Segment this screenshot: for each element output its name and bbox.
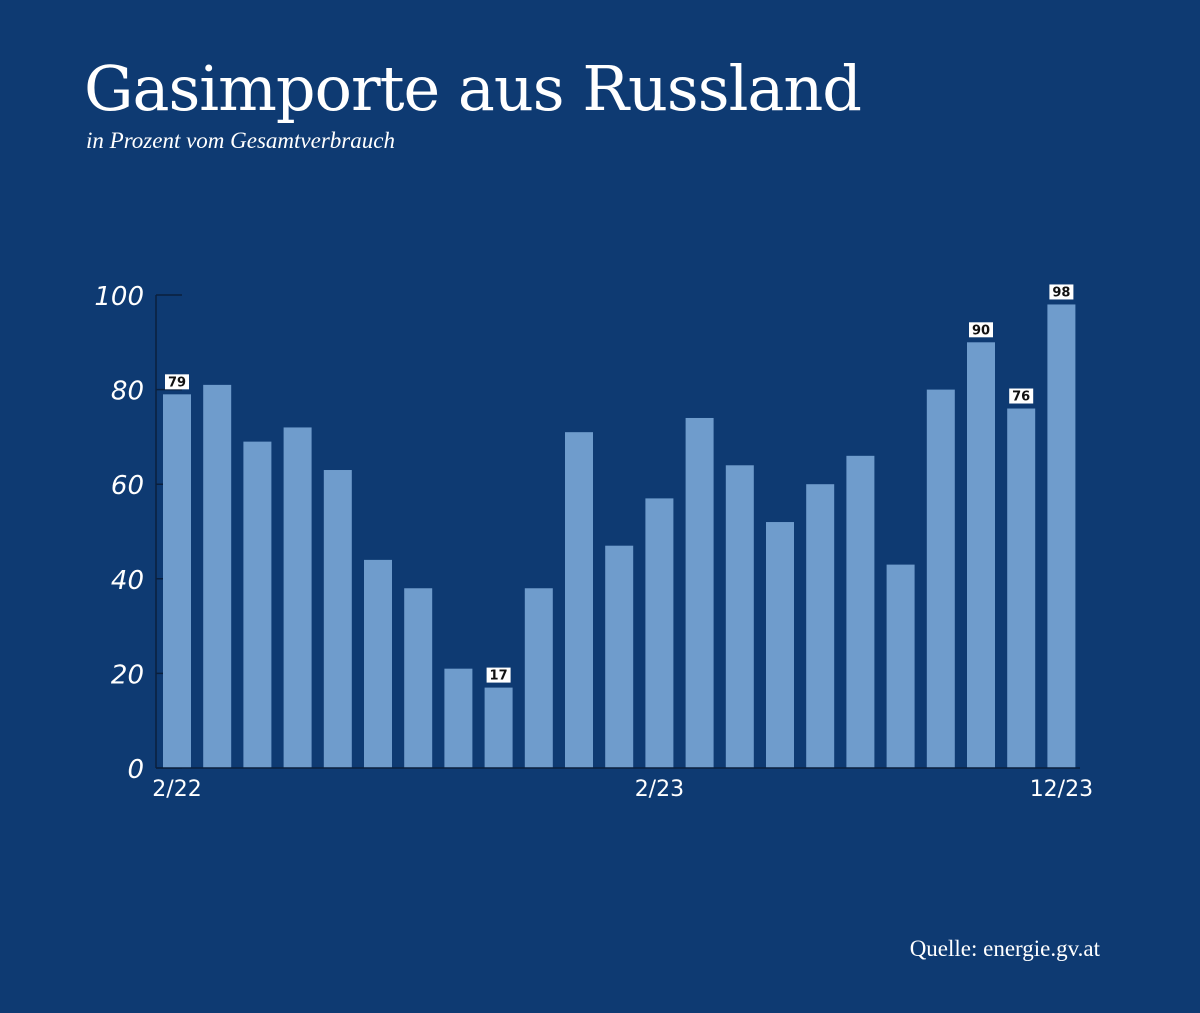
x-tick-label: 2/22: [152, 777, 201, 802]
y-tick-label: 40: [111, 566, 144, 596]
data-label-text: 98: [1052, 285, 1070, 300]
data-label-box: [165, 374, 189, 390]
data-label-text: 79: [168, 375, 186, 390]
data-label-text: 76: [1012, 390, 1030, 405]
bar-7/22: [364, 559, 392, 768]
bar-3/22: [203, 384, 232, 768]
chart-subtitle: in Prozent vom Gesamtverbrauch: [86, 128, 395, 153]
x-axis: 2/22 2/23 12/23: [152, 767, 1093, 802]
bar-7/23: [846, 455, 875, 768]
data-labels: 79 17 90 76 98: [165, 284, 1074, 684]
bar-9/22: [444, 668, 473, 768]
data-label-10/22: 17: [486, 667, 511, 684]
y-axis: 0 20 40 60 80 100: [94, 282, 182, 785]
bar-6/22: [323, 470, 352, 768]
data-label-12/23: 98: [1049, 284, 1074, 300]
bar-4/22: [243, 441, 272, 768]
bar-2/23: [645, 498, 674, 768]
bar-6/23: [806, 484, 835, 768]
bar-5/23: [766, 522, 794, 768]
data-label-box: [1049, 284, 1074, 300]
bar-9/23: [926, 389, 955, 768]
chart-title: Gasimporte aus Russland: [84, 52, 862, 125]
y-tick-label: 20: [111, 660, 144, 690]
bar-5/22: [283, 427, 312, 768]
data-label-2/22: 79: [165, 374, 189, 390]
bar-11/22: [524, 588, 553, 768]
y-tick-label: 0: [127, 755, 144, 785]
y-tick-label: 60: [111, 471, 144, 501]
x-tick-label: 2/23: [635, 777, 684, 802]
bar-10/23: [967, 342, 995, 768]
bar-8/22: [404, 588, 433, 768]
data-label-text: 17: [490, 669, 508, 684]
data-label-10/23: 90: [969, 322, 993, 338]
bar-1/23: [605, 545, 634, 768]
x-tick-label: 12/23: [1030, 777, 1093, 802]
bar-12/22: [565, 432, 593, 768]
y-tick-label: 80: [111, 377, 144, 407]
bar-10/22: [484, 687, 513, 768]
bars: [163, 304, 1076, 768]
data-label-text: 90: [972, 323, 990, 338]
source-note: Quelle: energie.gv.at: [909, 936, 1100, 961]
bar-4/23: [725, 465, 754, 768]
bar-12/23: [1047, 304, 1076, 768]
data-label-box: [486, 667, 511, 683]
bar-2/22: [163, 394, 191, 768]
bar-11/23: [1007, 408, 1036, 768]
y-tick-label: 100: [94, 282, 144, 312]
data-label-box: [969, 322, 993, 338]
data-label-box: [1009, 388, 1034, 404]
bar-3/23: [685, 417, 714, 768]
bar-8/23: [886, 564, 915, 768]
data-label-11/23: 76: [1009, 388, 1034, 405]
